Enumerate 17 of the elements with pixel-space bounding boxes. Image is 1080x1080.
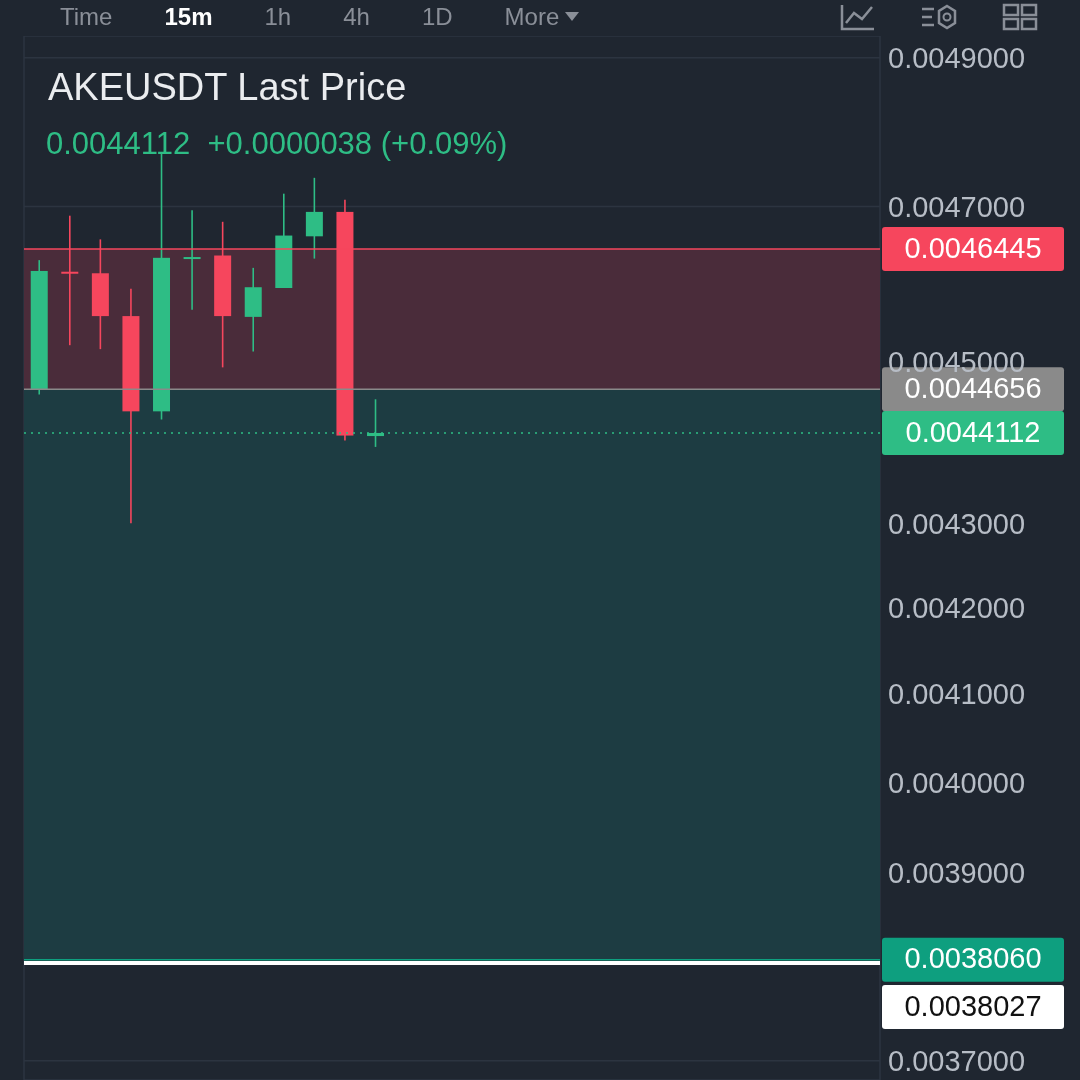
ref-line-label: 0.0038060 bbox=[904, 942, 1042, 975]
y-tick-label: 0.0047000 bbox=[888, 190, 1026, 223]
ref-line-label: 0.0038027 bbox=[904, 989, 1042, 1022]
y-tick-label: 0.0041000 bbox=[888, 678, 1026, 711]
candlestick bbox=[183, 209, 201, 311]
text: AKEUSDT Last Price bbox=[48, 66, 407, 109]
toolbar: Time 15m 1h 4h 1D More bbox=[0, 0, 1080, 34]
ref-line-label: 0.0044112 bbox=[905, 415, 1041, 448]
y-tick-label: 0.0042000 bbox=[888, 592, 1026, 625]
ref-line-label: 0.0044656 bbox=[904, 371, 1042, 404]
ref-line-label: 0.0046445 bbox=[904, 231, 1042, 264]
y-tick-label: 0.0040000 bbox=[888, 766, 1026, 799]
y-tick-label: 0.0049000 bbox=[888, 42, 1026, 75]
y-tick-label: 0.0039000 bbox=[888, 857, 1026, 889]
y-tick-label: 0.0043000 bbox=[888, 508, 1026, 541]
y-tick-label: 0.0037000 bbox=[888, 1044, 1026, 1077]
text: 0.0044112 +0.0000038 (+0.09%) bbox=[46, 126, 508, 162]
